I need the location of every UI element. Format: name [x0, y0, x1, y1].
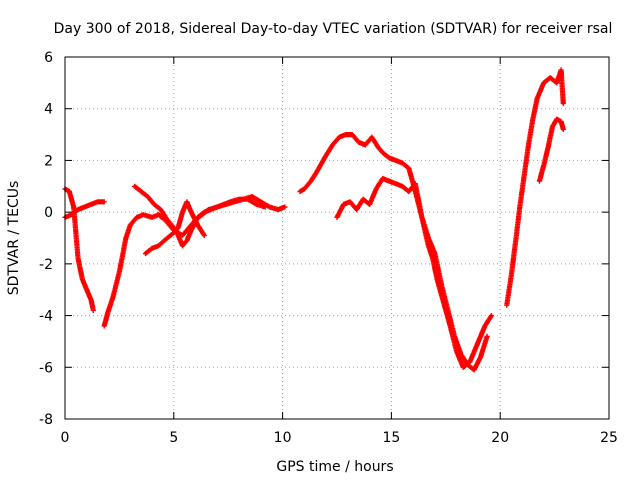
data-series-8	[504, 67, 566, 308]
y-tick-label: 0	[44, 205, 53, 221]
x-axis-label: GPS time / hours	[276, 459, 393, 475]
x-tick-label: 15	[382, 430, 400, 446]
data-series-layer	[62, 67, 566, 373]
chart-title: Day 300 of 2018, Sidereal Day-to-day VTE…	[54, 21, 613, 37]
y-tick-label: -4	[39, 309, 53, 325]
plot-frame	[64, 56, 610, 420]
y-tick-label: -6	[39, 360, 53, 376]
data-series-7	[334, 175, 490, 373]
x-tick-label: 25	[600, 430, 618, 446]
data-series-5	[142, 199, 207, 257]
x-tick-label: 10	[274, 430, 292, 446]
y-tick-label: 4	[44, 102, 53, 118]
y-tick-label: -8	[39, 412, 53, 428]
x-tick-label: 20	[491, 430, 509, 446]
y-tick-label: -2	[39, 257, 53, 273]
y-tick-label: 6	[44, 50, 53, 66]
tick-labels: 0 5 10 15 20 25 -8 -6 -4 -2 0 2 4 6	[39, 50, 618, 446]
x-tick-label: 5	[169, 430, 178, 446]
y-tick-label: 2	[44, 153, 53, 169]
data-series-9	[536, 116, 566, 184]
x-tick-label: 0	[61, 430, 70, 446]
y-axis-label: SDTVAR / TECUs	[6, 181, 22, 296]
